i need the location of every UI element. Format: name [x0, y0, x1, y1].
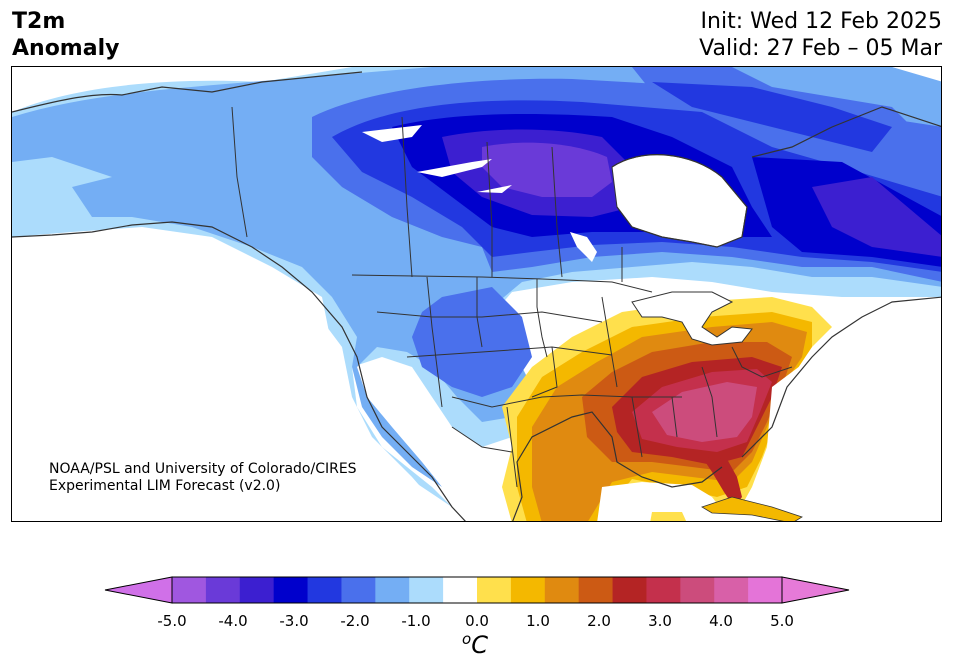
colorbar-segment [375, 577, 410, 603]
political-boundaries [231, 106, 793, 488]
title-line-2: Anomaly [12, 36, 120, 61]
colorbar-tick-label: 4.0 [709, 612, 733, 630]
colorbar-segment [172, 577, 207, 603]
colorbar-tick-label: 0.0 [465, 612, 489, 630]
data-credit: NOAA/PSL and University of Colorado/CIRE… [49, 461, 357, 495]
colorbar-segment [341, 577, 376, 603]
great-lakes [631, 291, 753, 346]
colorbar-tick-label: 2.0 [587, 612, 611, 630]
colorbar-segment [714, 577, 749, 603]
pacific-ocean [12, 237, 451, 521]
colorbar-tick-label: 5.0 [770, 612, 794, 630]
colorbar-segment [578, 577, 614, 603]
colorbar-outline [171, 576, 783, 604]
colorbar-segment [748, 577, 783, 603]
cuba [701, 496, 803, 521]
colorbar-extend-low [104, 576, 173, 604]
title-line-1: T2m [12, 9, 66, 34]
lake-winnipeg [570, 232, 597, 262]
colorbar-tick-label: -2.0 [340, 612, 370, 630]
gulf-of-mexico [597, 482, 731, 521]
colorbar-segment [477, 577, 512, 603]
colorbar-segment [646, 577, 681, 603]
colorbar-segment [239, 577, 275, 603]
valid-date: Valid: 27 Feb – 05 Mar [699, 36, 942, 61]
map-canvas [12, 67, 941, 521]
forecast-dates: Init: Wed 12 Feb 2025 Valid: 27 Feb – 05… [699, 8, 942, 62]
great-slave-lake [417, 159, 492, 177]
colorbar-segment [544, 577, 580, 603]
colorbar-tick-label: 3.0 [648, 612, 672, 630]
colorbar-segment [680, 577, 715, 603]
lake-athabasca [477, 185, 512, 193]
degree-symbol: o [462, 630, 472, 648]
colorbar-segment [510, 577, 546, 603]
colorbar-tick-label: -1.0 [401, 612, 431, 630]
atlantic-ocean [733, 297, 941, 521]
colorbar [104, 576, 850, 604]
credit-line-2: Experimental LIM Forecast (v2.0) [49, 478, 281, 494]
map-title: T2m Anomaly [12, 8, 119, 62]
colorbar-segment [443, 577, 478, 603]
coastlines [12, 71, 941, 521]
colorbar-unit: oC [462, 630, 488, 659]
great-bear-lake [362, 125, 422, 142]
colorbar-tick-label: -4.0 [218, 612, 248, 630]
credit-line-1: NOAA/PSL and University of Colorado/CIRE… [49, 461, 357, 477]
colorbar-segment [273, 577, 309, 603]
colorbar-tick-label: -3.0 [279, 612, 309, 630]
colorbar-segment [612, 577, 647, 603]
anomaly-map [11, 66, 942, 522]
colorbar-segment [205, 577, 241, 603]
colorbar-tick-label: -5.0 [157, 612, 187, 630]
anomaly-region-neg4 [482, 142, 612, 197]
colorbar-segment [307, 577, 342, 603]
colorbar-tick-label: 1.0 [526, 612, 550, 630]
init-date: Init: Wed 12 Feb 2025 [700, 9, 942, 34]
colorbar-segment [409, 577, 444, 603]
unit-letter: C [471, 631, 488, 659]
mexico-south [650, 512, 687, 521]
colorbar-extend-high [781, 576, 850, 604]
florida [702, 457, 742, 507]
